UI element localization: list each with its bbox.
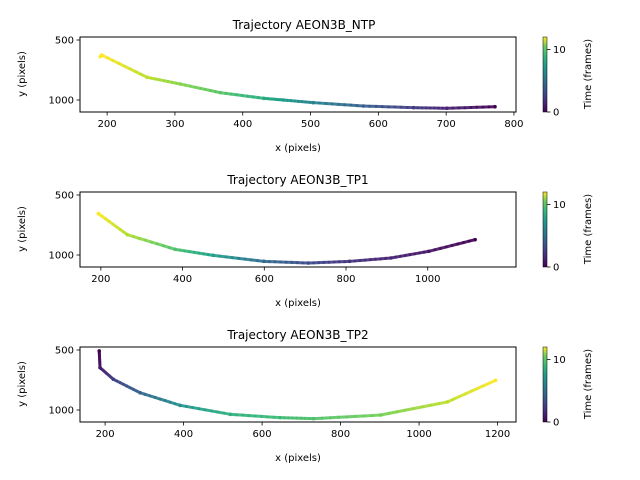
chart-title: Trajectory AEON3B_TP1 xyxy=(226,173,368,187)
y-tick-label: 500 xyxy=(55,191,74,202)
trajectory-point xyxy=(361,104,366,108)
trajectory-point xyxy=(178,403,182,408)
trajectory-point xyxy=(178,82,183,86)
colorbar-tick-label: 0 xyxy=(553,418,559,429)
y-axis: 500 1000 xyxy=(49,346,80,417)
trajectory-point xyxy=(445,106,449,111)
trajectory-point xyxy=(347,259,352,264)
trajectory-point xyxy=(445,400,450,404)
trajectory-point xyxy=(96,211,101,216)
axes-frame xyxy=(79,191,517,268)
y-axis-label: y (pixels) xyxy=(17,51,28,97)
trajectory-point xyxy=(278,415,282,420)
trajectory-point xyxy=(281,98,286,102)
colorbar-ticks: 0 10 xyxy=(547,200,566,274)
subplot-tp2: Trajectory AEON3B_TP2 200 400 600 800 1000 12… xyxy=(17,328,594,464)
x-tick-label: 200 xyxy=(98,119,117,130)
trajectory-point xyxy=(473,237,477,242)
subplot-ntp: Trajectory AEON3B_NTP 200 300 400 500 600 700… xyxy=(17,18,594,154)
x-tick-label: 400 xyxy=(233,119,252,130)
colorbar xyxy=(542,191,548,268)
x-tick-label: 800 xyxy=(504,119,523,130)
colorbar-ticks: 0 10 xyxy=(547,355,566,429)
trajectory-point xyxy=(493,104,497,109)
y-tick-label: 1000 xyxy=(49,96,74,107)
y-axis: 500 1000 xyxy=(49,191,80,262)
x-axis: 200 400 600 800 1000 xyxy=(91,267,440,285)
x-tick-label: 600 xyxy=(255,274,274,285)
trajectory-point xyxy=(125,232,130,237)
trajectory-point xyxy=(145,75,149,80)
colorbar-tick-label: 0 xyxy=(553,108,559,119)
colorbar-tick-label: 10 xyxy=(553,45,566,56)
trajectory-point xyxy=(311,100,316,105)
trajectory-point xyxy=(173,247,178,252)
colorbar-tick-label: 10 xyxy=(553,200,566,211)
x-tick-label: 700 xyxy=(437,119,456,130)
y-axis-label: y (pixels) xyxy=(17,361,28,407)
trajectory-point xyxy=(97,349,102,353)
trajectory-point xyxy=(98,365,102,370)
y-axis: 500 1000 xyxy=(49,36,80,107)
trajectory-point xyxy=(261,96,266,101)
x-axis-label: x (pixels) xyxy=(275,298,321,309)
colorbar xyxy=(542,36,548,113)
x-tick-label: 1000 xyxy=(415,274,440,285)
x-axis-label: x (pixels) xyxy=(275,453,321,464)
colorbar-tick-label: 0 xyxy=(553,263,559,274)
trajectory-point xyxy=(493,378,498,383)
trajectory-point xyxy=(389,256,393,260)
x-tick-label: 300 xyxy=(165,119,184,130)
chart-title: Trajectory AEON3B_NTP xyxy=(232,18,376,32)
trajectory-point xyxy=(218,90,223,95)
y-tick-label: 500 xyxy=(55,36,74,47)
trajectory-point xyxy=(411,105,416,110)
x-axis-label: x (pixels) xyxy=(275,143,321,154)
trajectory-point xyxy=(228,412,233,417)
x-tick-label: 800 xyxy=(331,429,350,440)
colorbar-label: Time (frames) xyxy=(583,349,594,420)
colorbar-label: Time (frames) xyxy=(583,39,594,110)
chart-title: Trajectory AEON3B_TP2 xyxy=(226,328,368,342)
trajectory-point xyxy=(311,416,316,421)
x-axis: 200 400 600 800 1000 1200 xyxy=(96,422,510,440)
plot-area xyxy=(96,211,477,265)
trajectory-point xyxy=(138,390,142,395)
trajectory-point xyxy=(427,249,431,254)
subplot-tp1: Trajectory AEON3B_TP1 200 400 600 800 1000 5… xyxy=(17,173,594,309)
trajectory-point xyxy=(111,377,116,382)
trajectory-point xyxy=(211,253,216,258)
x-tick-label: 400 xyxy=(174,429,193,440)
trajectory-point xyxy=(262,259,266,264)
colorbar-tick-label: 10 xyxy=(553,355,566,366)
y-tick-label: 500 xyxy=(55,346,74,357)
trajectory-point xyxy=(99,53,104,57)
trajectory-point xyxy=(378,413,383,417)
axes-frame xyxy=(79,36,517,113)
x-tick-label: 500 xyxy=(301,119,320,130)
x-tick-label: 800 xyxy=(336,274,355,285)
axes-frame xyxy=(79,346,517,423)
x-tick-label: 400 xyxy=(173,274,192,285)
x-tick-label: 1000 xyxy=(406,429,431,440)
y-tick-label: 1000 xyxy=(49,251,74,262)
colorbar-ticks: 0 10 xyxy=(547,45,566,119)
x-tick-label: 600 xyxy=(369,119,388,130)
x-tick-label: 1200 xyxy=(485,429,510,440)
colorbar xyxy=(542,346,548,423)
plot-area xyxy=(98,53,497,111)
colorbar-label: Time (frames) xyxy=(583,194,594,265)
x-tick-label: 600 xyxy=(253,429,272,440)
y-axis-label: y (pixels) xyxy=(17,206,28,252)
x-tick-label: 200 xyxy=(96,429,115,440)
x-axis: 200 300 400 500 600 700 800 xyxy=(98,112,524,130)
plot-area xyxy=(97,349,498,421)
y-tick-label: 1000 xyxy=(49,406,74,417)
x-tick-label: 200 xyxy=(91,274,110,285)
trajectory-point xyxy=(306,261,311,265)
